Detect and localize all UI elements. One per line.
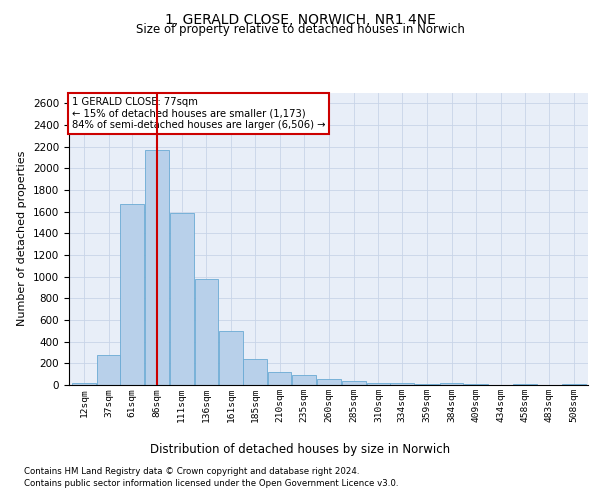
Text: 1 GERALD CLOSE: 77sqm
← 15% of detached houses are smaller (1,173)
84% of semi-d: 1 GERALD CLOSE: 77sqm ← 15% of detached … — [71, 97, 325, 130]
Bar — [97, 354, 121, 385]
Bar — [440, 383, 463, 385]
Bar — [145, 150, 169, 385]
Bar — [464, 384, 488, 385]
Bar — [121, 204, 144, 385]
Bar — [170, 213, 194, 385]
Text: Distribution of detached houses by size in Norwich: Distribution of detached houses by size … — [150, 442, 450, 456]
Text: Contains HM Land Registry data © Crown copyright and database right 2024.: Contains HM Land Registry data © Crown c… — [24, 468, 359, 476]
Y-axis label: Number of detached properties: Number of detached properties — [17, 151, 28, 326]
Bar — [415, 384, 439, 385]
Bar — [268, 372, 292, 385]
Bar — [72, 383, 95, 385]
Bar — [562, 384, 586, 385]
Text: Size of property relative to detached houses in Norwich: Size of property relative to detached ho… — [136, 22, 464, 36]
Bar — [513, 384, 536, 385]
Bar — [367, 383, 390, 385]
Bar — [342, 381, 365, 385]
Bar — [194, 280, 218, 385]
Text: 1, GERALD CLOSE, NORWICH, NR1 4NE: 1, GERALD CLOSE, NORWICH, NR1 4NE — [164, 12, 436, 26]
Bar — [219, 331, 243, 385]
Bar — [390, 384, 414, 385]
Text: Contains public sector information licensed under the Open Government Licence v3: Contains public sector information licen… — [24, 479, 398, 488]
Bar — [317, 379, 341, 385]
Bar — [243, 359, 267, 385]
Bar — [292, 374, 316, 385]
